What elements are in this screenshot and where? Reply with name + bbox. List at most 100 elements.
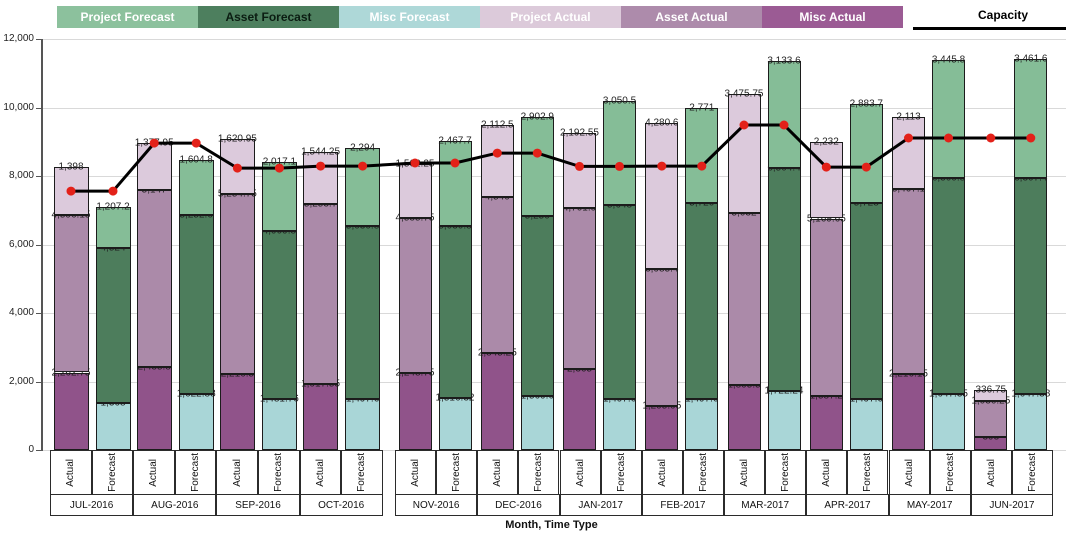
- bar-segment-asset-forecast-jan-2017[interactable]: [603, 205, 636, 399]
- bar-segment-asset-actual-nov-2016[interactable]: [398, 217, 432, 373]
- capacity-marker[interactable]: [410, 158, 420, 168]
- bar-segment-misc-actual-mar-2017[interactable]: [727, 385, 761, 450]
- bar-segment-asset-forecast-dec-2016[interactable]: [520, 216, 554, 397]
- bar-segment-project-forecast-mar-2017[interactable]: [767, 60, 801, 169]
- capacity-marker[interactable]: [575, 161, 584, 171]
- legend-item-misc-forecast[interactable]: Misc Forecast: [339, 6, 480, 28]
- bar-segment-asset-forecast-sep-2016[interactable]: [261, 231, 297, 400]
- bar-segment-asset-forecast-jun-2017[interactable]: [1014, 177, 1048, 394]
- bar-segment-misc-forecast-feb-2017[interactable]: [685, 398, 719, 450]
- bar-segment-misc-actual-dec-2016[interactable]: [480, 352, 514, 450]
- capacity-marker[interactable]: [66, 186, 76, 196]
- capacity-marker[interactable]: [316, 161, 326, 171]
- capacity-marker[interactable]: [191, 138, 201, 148]
- time-type-label: Actual: [821, 458, 833, 487]
- bar-segment-project-actual-aug-2016[interactable]: [136, 143, 172, 191]
- bar-segment-project-forecast-apr-2017[interactable]: [849, 103, 883, 203]
- capacity-marker[interactable]: [492, 148, 502, 158]
- bar-segment-misc-forecast-jun-2017[interactable]: [1014, 393, 1048, 450]
- bar-segment-project-forecast-may-2017[interactable]: [932, 59, 965, 178]
- bar-segment-asset-actual-jul-2016[interactable]: [53, 215, 89, 373]
- bar-segment-asset-actual-dec-2016[interactable]: [480, 197, 514, 353]
- bar-segment-misc-actual-aug-2016[interactable]: [136, 366, 172, 450]
- bar-segment-asset-actual-jun-2017[interactable]: [974, 401, 1008, 437]
- bar-segment-misc-actual-jan-2017[interactable]: [563, 369, 596, 450]
- capacity-marker[interactable]: [450, 158, 460, 168]
- bar-segment-project-actual-apr-2017[interactable]: [809, 142, 843, 219]
- bar-segment-asset-forecast-nov-2016[interactable]: [438, 225, 472, 399]
- capacity-marker[interactable]: [739, 120, 749, 130]
- bar-segment-misc-forecast-aug-2016[interactable]: [178, 394, 214, 450]
- bar-segment-asset-forecast-may-2017[interactable]: [932, 177, 965, 394]
- bar-segment-misc-actual-may-2017[interactable]: [892, 374, 925, 450]
- bar-segment-asset-actual-feb-2017[interactable]: [645, 269, 679, 406]
- bar-segment-misc-actual-sep-2016[interactable]: [219, 374, 255, 450]
- bar-segment-asset-actual-mar-2017[interactable]: [727, 212, 761, 385]
- bar-segment-project-forecast-dec-2016[interactable]: [520, 117, 554, 217]
- legend-item-capacity[interactable]: Capacity: [977, 8, 1029, 22]
- capacity-marker[interactable]: [615, 161, 624, 171]
- bar-segment-misc-actual-feb-2017[interactable]: [645, 405, 679, 450]
- bar-segment-misc-actual-jun-2017[interactable]: [974, 436, 1008, 450]
- bar-segment-asset-forecast-apr-2017[interactable]: [849, 202, 883, 399]
- bar-segment-asset-forecast-jul-2016[interactable]: [95, 248, 131, 404]
- bar-segment-asset-actual-oct-2016[interactable]: [303, 204, 339, 385]
- bar-segment-misc-forecast-sep-2016[interactable]: [261, 399, 297, 450]
- bar-segment-misc-forecast-dec-2016[interactable]: [520, 396, 554, 450]
- capacity-marker[interactable]: [532, 148, 542, 158]
- capacity-marker[interactable]: [274, 163, 284, 173]
- bar-segment-project-forecast-jul-2016[interactable]: [95, 206, 131, 249]
- bar-segment-misc-actual-jul-2016[interactable]: [53, 372, 89, 450]
- bar-segment-asset-actual-aug-2016[interactable]: [136, 190, 172, 367]
- bar-segment-project-forecast-jun-2017[interactable]: [1014, 59, 1048, 178]
- bar-segment-asset-forecast-feb-2017[interactable]: [685, 202, 719, 399]
- bar-segment-misc-actual-nov-2016[interactable]: [398, 373, 432, 450]
- capacity-marker[interactable]: [986, 133, 996, 143]
- bar-segment-project-actual-mar-2017[interactable]: [727, 93, 761, 213]
- bar-segment-misc-actual-oct-2016[interactable]: [303, 384, 339, 450]
- legend-item-misc-actual[interactable]: Misc Actual: [762, 6, 903, 28]
- bar-segment-asset-forecast-oct-2016[interactable]: [345, 226, 381, 399]
- capacity-marker[interactable]: [108, 186, 118, 196]
- bar-segment-misc-forecast-jul-2016[interactable]: [95, 403, 131, 450]
- legend-item-asset-forecast[interactable]: Asset Forecast: [198, 6, 339, 28]
- capacity-marker[interactable]: [1026, 133, 1036, 143]
- bar-segment-misc-forecast-jan-2017[interactable]: [603, 398, 636, 450]
- bar-segment-project-forecast-oct-2016[interactable]: [345, 147, 381, 227]
- capacity-marker[interactable]: [358, 161, 368, 171]
- bar-segment-misc-forecast-mar-2017[interactable]: [767, 391, 801, 450]
- bar-segment-project-forecast-nov-2016[interactable]: [438, 141, 472, 226]
- bar-segment-project-forecast-jan-2017[interactable]: [603, 100, 636, 206]
- bar-segment-misc-forecast-nov-2016[interactable]: [438, 398, 472, 450]
- bar-segment-misc-actual-apr-2017[interactable]: [809, 395, 843, 450]
- capacity-marker[interactable]: [657, 161, 667, 171]
- bar-segment-asset-forecast-mar-2017[interactable]: [767, 168, 801, 391]
- capacity-marker[interactable]: [697, 161, 707, 171]
- bar-segment-project-actual-jun-2017[interactable]: [974, 389, 1008, 401]
- capacity-marker[interactable]: [861, 162, 871, 172]
- bar-segment-asset-actual-apr-2017[interactable]: [809, 218, 843, 396]
- bar-segment-project-actual-feb-2017[interactable]: [645, 122, 679, 270]
- capacity-marker[interactable]: [149, 138, 159, 148]
- bar-segment-misc-forecast-oct-2016[interactable]: [345, 398, 381, 450]
- bar-segment-project-forecast-feb-2017[interactable]: [685, 107, 719, 203]
- bar-segment-asset-forecast-aug-2016[interactable]: [178, 214, 214, 395]
- capacity-marker[interactable]: [821, 162, 831, 172]
- bar-segment-project-forecast-aug-2016[interactable]: [178, 159, 214, 215]
- capacity-marker[interactable]: [904, 133, 913, 143]
- bar-segment-asset-actual-may-2017[interactable]: [892, 188, 925, 375]
- bar-segment-project-actual-nov-2016[interactable]: [398, 164, 432, 218]
- bar-segment-asset-actual-sep-2016[interactable]: [219, 194, 255, 375]
- bar-segment-project-actual-may-2017[interactable]: [892, 116, 925, 189]
- legend-item-asset-actual[interactable]: Asset Actual: [621, 6, 762, 28]
- capacity-marker[interactable]: [779, 120, 789, 130]
- bar-segment-project-actual-oct-2016[interactable]: [303, 151, 339, 205]
- bar-segment-misc-forecast-may-2017[interactable]: [932, 393, 965, 450]
- legend-item-project-actual[interactable]: Project Actual: [480, 6, 621, 28]
- bar-segment-misc-forecast-apr-2017[interactable]: [849, 398, 883, 450]
- legend-item-project-forecast[interactable]: Project Forecast: [57, 6, 198, 28]
- capacity-marker[interactable]: [232, 163, 242, 173]
- bar-segment-asset-actual-jan-2017[interactable]: [563, 208, 596, 369]
- capacity-marker[interactable]: [944, 133, 953, 143]
- bar-segment-project-actual-dec-2016[interactable]: [480, 124, 514, 198]
